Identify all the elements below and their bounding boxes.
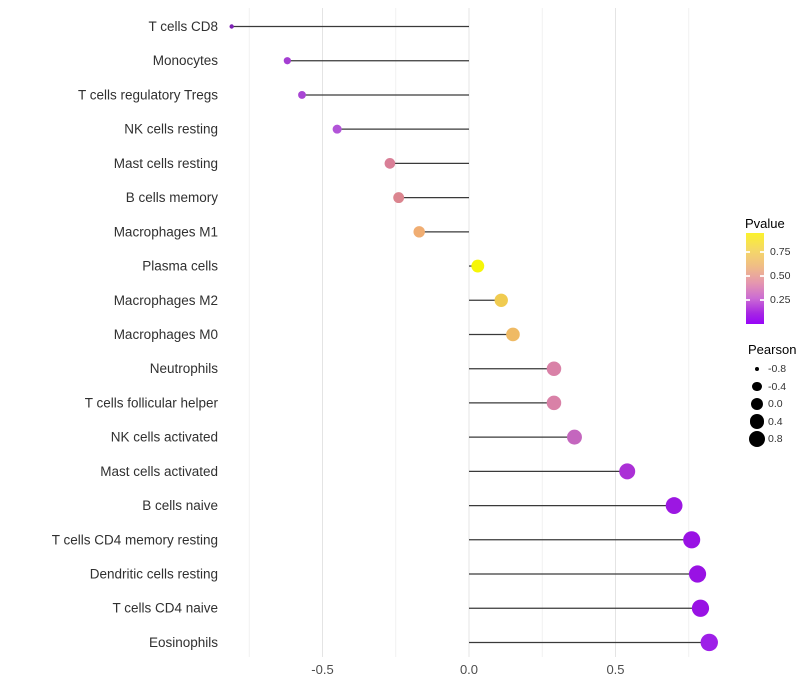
pvalue-colorbar-tick <box>746 251 750 253</box>
pearson-legend-dot <box>749 414 765 429</box>
legend-pvalue-title: Pvalue <box>745 216 785 231</box>
lollipop-dot <box>683 531 701 549</box>
pearson-legend-entry: 0.0 <box>746 395 783 413</box>
pearson-legend-entry: 0.4 <box>746 413 783 431</box>
pearson-legend-entry: -0.8 <box>746 360 786 378</box>
lollipop-dot <box>546 395 562 411</box>
lollipop-dot <box>691 599 710 617</box>
pvalue-tick-label: 0.75 <box>770 246 791 259</box>
category-label: NK cells activated <box>111 430 218 445</box>
category-label: Plasma cells <box>142 259 218 274</box>
category-label: Monocytes <box>153 53 219 68</box>
pearson-legend-dot-cell <box>746 414 768 429</box>
category-label: Macrophages M1 <box>114 224 218 239</box>
category-label: Macrophages M2 <box>114 293 218 308</box>
pearson-legend-dot-cell <box>746 381 768 392</box>
lollipop-dot <box>688 565 707 583</box>
lollipop-dot <box>332 124 342 134</box>
lollipop-dot <box>298 91 306 99</box>
pearson-legend-dot-cell <box>746 366 768 372</box>
pvalue-colorbar-tick <box>760 251 764 253</box>
pearson-legend-dot <box>752 381 762 392</box>
pearson-legend-entry: 0.8 <box>746 430 783 448</box>
pvalue-colorbar-tick <box>760 275 764 277</box>
pvalue-tick-label: 0.25 <box>770 294 791 307</box>
lollipop-dot <box>384 158 396 169</box>
category-label: Mast cells resting <box>114 156 218 171</box>
pvalue-colorbar-tick <box>746 275 750 277</box>
pearson-legend-label: -0.8 <box>768 363 787 375</box>
category-label: T cells regulatory Tregs <box>78 87 218 102</box>
lollipop-dot <box>413 226 425 238</box>
pearson-legend-dot <box>754 366 760 372</box>
pearson-legend-entry: -0.4 <box>746 378 786 396</box>
category-label: T cells CD4 memory resting <box>52 532 218 547</box>
category-label: Macrophages M0 <box>114 327 218 342</box>
category-label: T cells CD4 naive <box>112 601 218 616</box>
category-label: T cells CD8 <box>148 19 218 34</box>
pearson-legend-dot <box>750 397 763 410</box>
category-label: Neutrophils <box>150 361 219 376</box>
pearson-legend-label: 0.4 <box>768 415 783 428</box>
category-label: B cells memory <box>126 190 219 205</box>
lollipop-dot <box>471 259 485 273</box>
lollipop-dot <box>700 633 718 652</box>
category-label: B cells naive <box>142 498 218 513</box>
x-tick-label: -0.5 <box>311 662 333 677</box>
lollipop-dot <box>665 497 683 514</box>
category-label: Mast cells activated <box>100 464 218 479</box>
pearson-legend-label: 0.0 <box>768 398 783 410</box>
x-tick-label: 0.5 <box>606 662 624 677</box>
pvalue-colorbar <box>746 233 764 324</box>
pearson-legend-label: -0.4 <box>768 380 787 393</box>
pearson-legend-dot-cell <box>746 430 768 448</box>
pearson-legend-dot <box>748 430 766 448</box>
x-tick-label: 0.0 <box>460 662 478 677</box>
lollipop-dot <box>619 463 636 480</box>
legend-pearson-title: Pearson <box>748 342 797 357</box>
lollipop-dot <box>567 429 582 445</box>
pearson-legend-label: 0.8 <box>768 433 783 445</box>
lollipop-dot <box>229 24 234 29</box>
lollipop-dot <box>283 57 291 65</box>
category-label: T cells follicular helper <box>85 395 219 410</box>
lollipop-dot <box>494 293 508 307</box>
lollipop-dot <box>546 361 562 376</box>
category-label: Eosinophils <box>149 635 218 650</box>
pvalue-colorbar-tick <box>746 299 750 301</box>
lollipop-dot <box>506 327 520 342</box>
category-label: NK cells resting <box>124 122 218 137</box>
pearson-legend-dot-cell <box>746 397 768 410</box>
pvalue-tick-label: 0.50 <box>770 270 791 283</box>
pvalue-colorbar-tick <box>760 299 764 301</box>
category-label: Dendritic cells resting <box>90 567 218 582</box>
lollipop-dot <box>393 192 405 204</box>
